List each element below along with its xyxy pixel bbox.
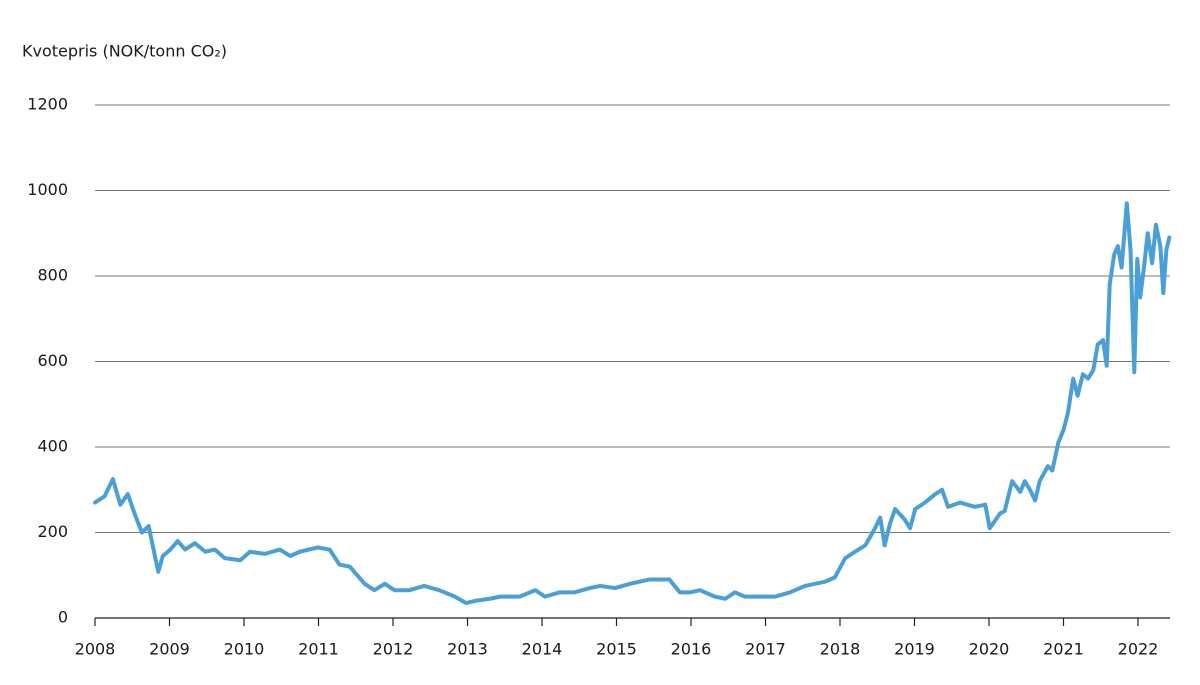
y-tick-label: 600 [37,351,68,370]
y-tick-label: 400 [37,437,68,456]
y-tick-label: 800 [37,266,68,285]
y-axis-label: Kvotepris (NOK/tonn CO₂) [22,42,227,61]
x-tick-label: 2016 [671,640,712,659]
x-tick-label: 2020 [969,640,1010,659]
y-tick-label: 1200 [27,95,68,114]
y-tick-label: 200 [37,522,68,541]
price-line [93,201,1172,606]
x-tick-label: 2009 [149,640,190,659]
x-tick-label: 2010 [224,640,265,659]
x-tick-label: 2018 [820,640,861,659]
x-tick-label: 2011 [298,640,339,659]
x-tick-label: 2008 [75,640,116,659]
x-tick-label: 2021 [1043,640,1084,659]
x-tick-label: 2013 [447,640,488,659]
y-tick-label: 0 [58,608,68,627]
x-tick-label: 2022 [1118,640,1159,659]
x-tick-label: 2017 [745,640,786,659]
x-tick-label: 2019 [894,640,935,659]
x-tick-label: 2012 [373,640,414,659]
y-tick-label: 1000 [27,180,68,199]
x-tick-label: 2014 [522,640,563,659]
x-tick-label: 2015 [596,640,637,659]
